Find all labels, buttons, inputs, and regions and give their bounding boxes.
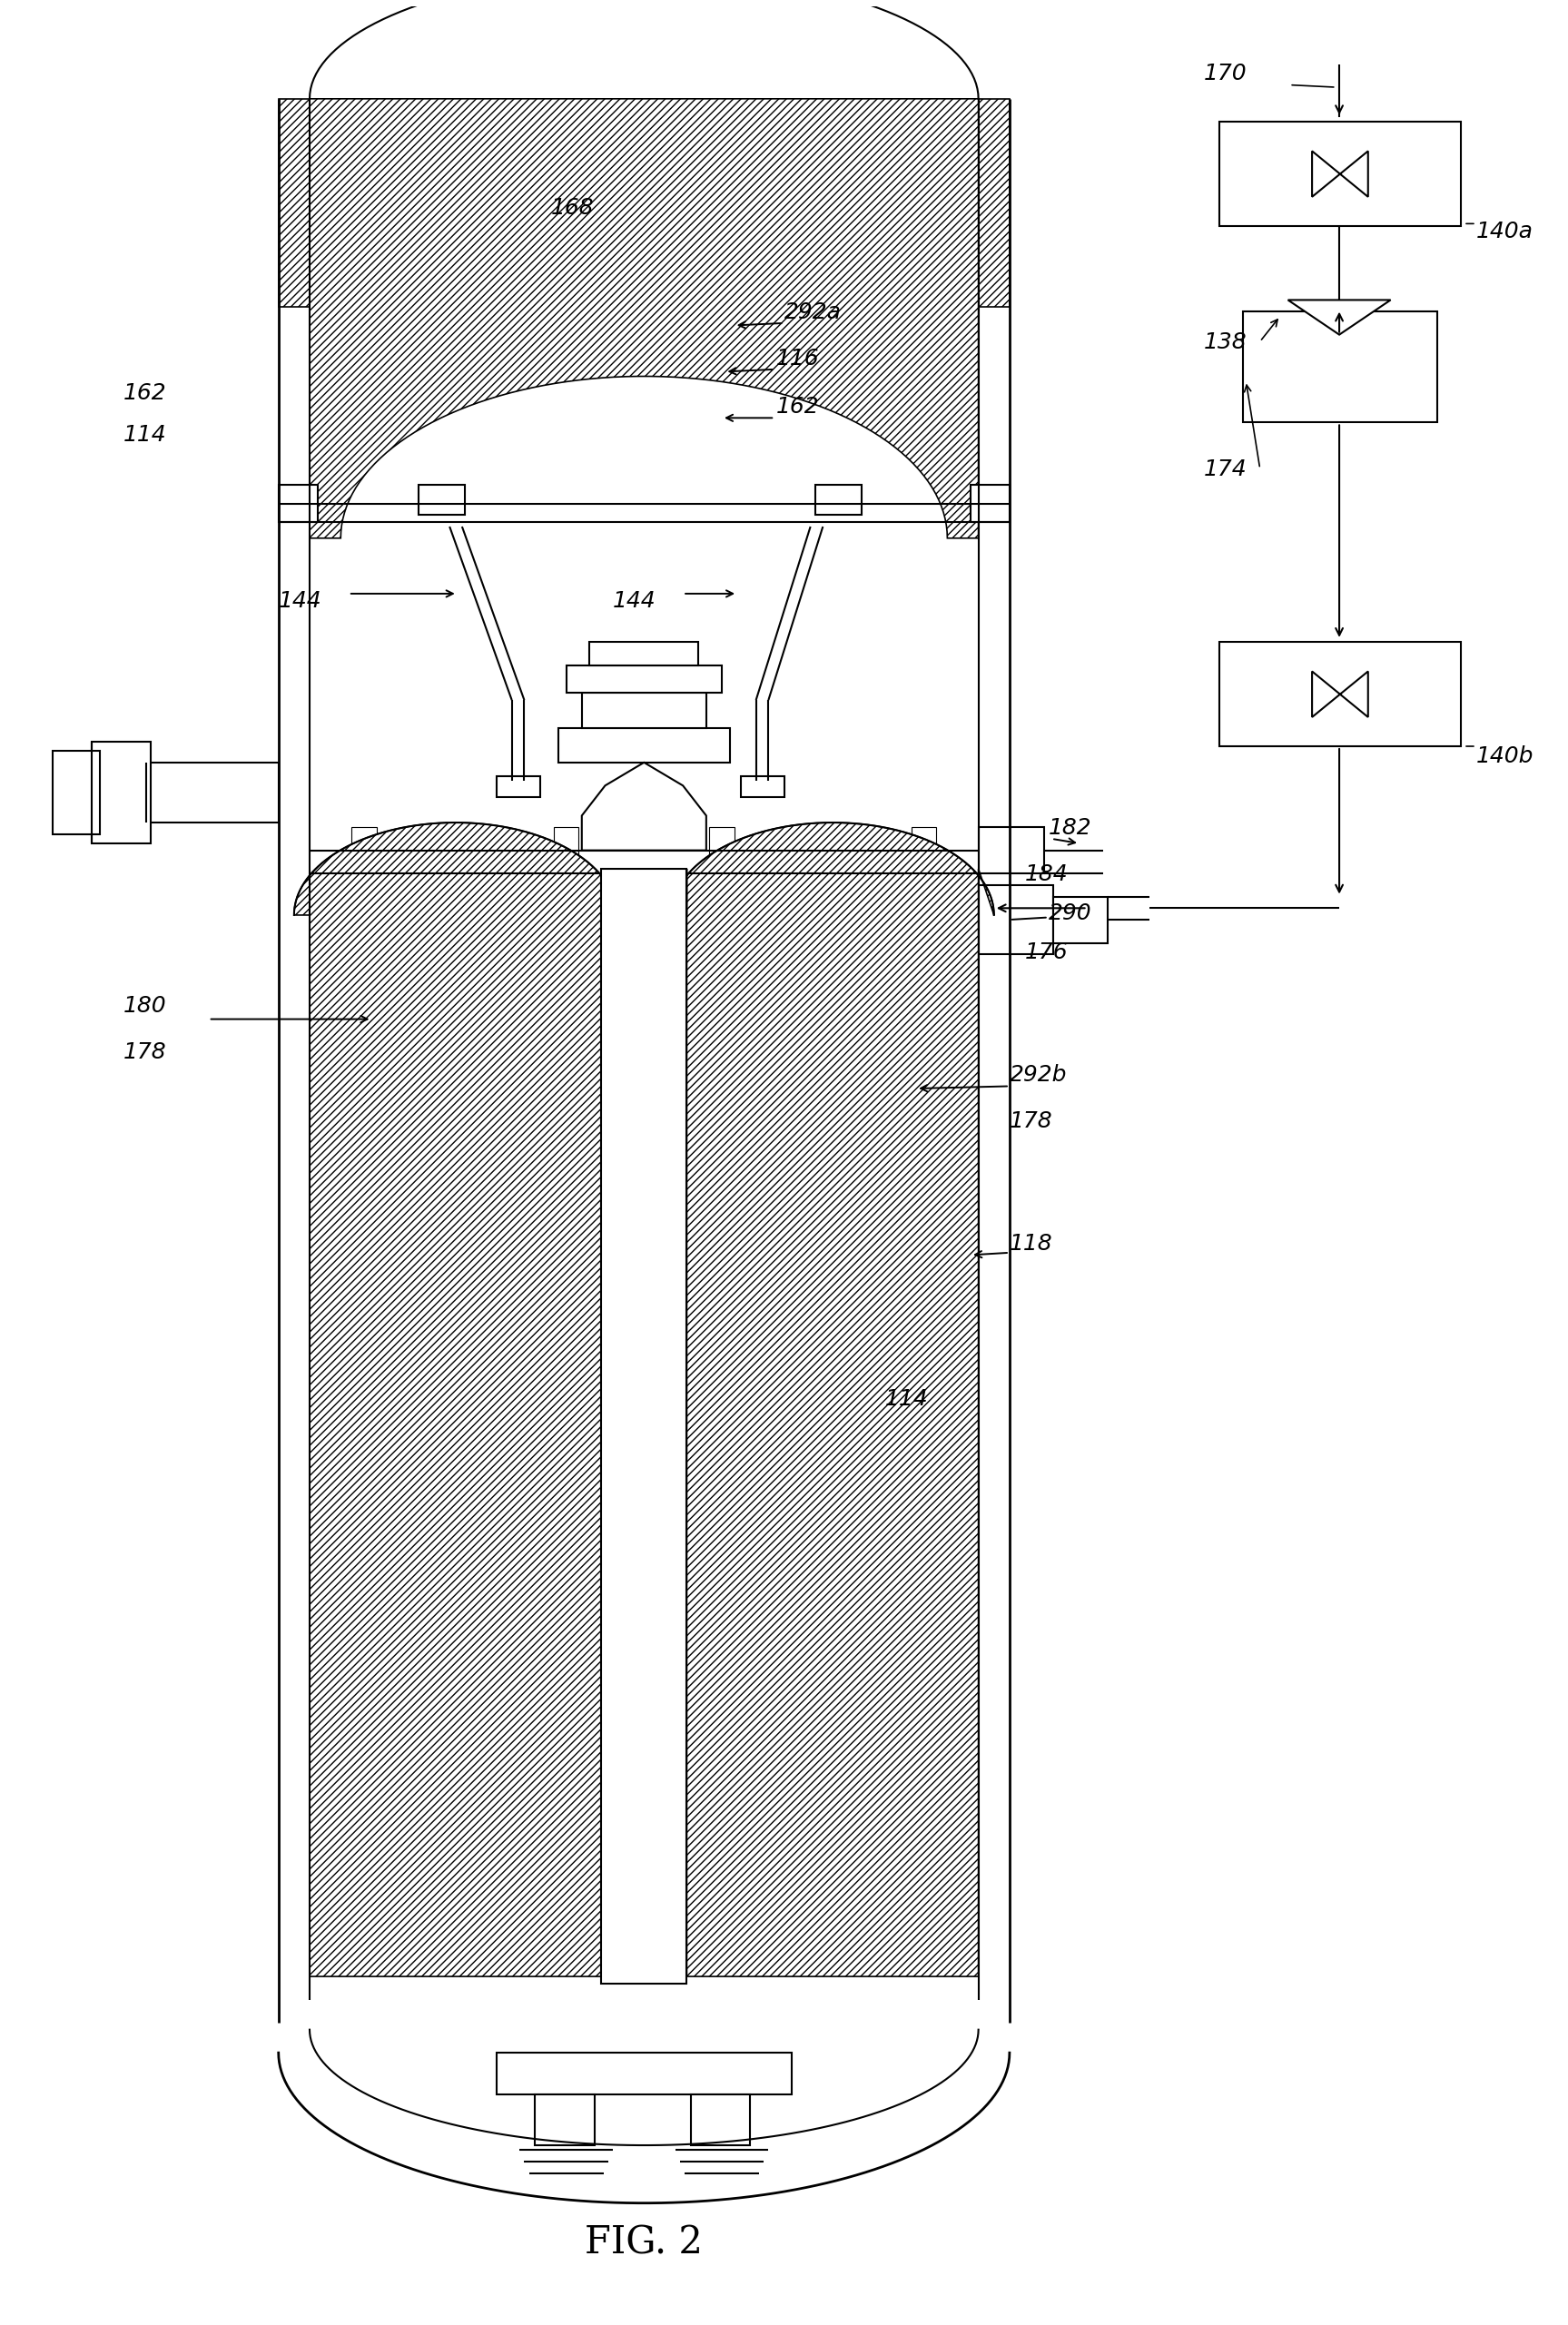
Bar	[971, 486, 1010, 523]
Text: 140a: 140a	[1475, 221, 1534, 242]
Bar	[554, 828, 579, 856]
Polygon shape	[1312, 151, 1367, 198]
Bar	[93, 742, 151, 844]
Bar	[566, 665, 721, 693]
Text: 138: 138	[1204, 330, 1247, 353]
Text: 140b: 140b	[1475, 746, 1534, 767]
Bar	[601, 870, 687, 1983]
Bar	[690, 2095, 750, 2146]
Bar	[858, 828, 881, 856]
Text: 116: 116	[776, 346, 820, 370]
Text: 178: 178	[1010, 1111, 1052, 1132]
Bar	[351, 828, 376, 856]
Text: 114: 114	[122, 423, 166, 446]
Polygon shape	[671, 823, 994, 1976]
Bar	[590, 642, 698, 665]
Text: 170: 170	[1204, 63, 1247, 84]
Text: 178: 178	[122, 1042, 166, 1063]
Bar	[53, 751, 100, 835]
Polygon shape	[1287, 300, 1391, 335]
Bar	[911, 828, 936, 856]
Bar	[558, 728, 729, 763]
Text: 180: 180	[122, 995, 166, 1016]
Text: 144: 144	[279, 591, 321, 611]
Polygon shape	[309, 98, 978, 537]
Bar	[1220, 642, 1461, 746]
Text: 174: 174	[1204, 458, 1247, 481]
Text: 118: 118	[1010, 1232, 1052, 1256]
Bar	[978, 828, 1044, 874]
Bar	[419, 486, 466, 516]
Text: FIG. 2: FIG. 2	[585, 2223, 702, 2262]
Bar	[582, 693, 706, 728]
Bar	[1220, 121, 1461, 226]
Bar	[1054, 897, 1107, 944]
Polygon shape	[279, 98, 309, 307]
Text: 290: 290	[1049, 902, 1091, 925]
Text: 184: 184	[1025, 863, 1068, 886]
Text: 176: 176	[1025, 942, 1068, 963]
Bar	[406, 828, 431, 856]
Bar	[146, 763, 279, 823]
Polygon shape	[978, 98, 1010, 307]
Polygon shape	[582, 763, 706, 851]
Text: 182: 182	[1049, 816, 1091, 839]
Bar	[1243, 312, 1438, 423]
Bar	[740, 777, 784, 797]
Bar	[495, 2053, 792, 2095]
Text: 162: 162	[122, 381, 166, 405]
Text: 292a: 292a	[784, 302, 840, 323]
Polygon shape	[295, 823, 616, 1976]
Text: 168: 168	[550, 198, 594, 219]
Bar	[978, 886, 1054, 953]
Polygon shape	[1312, 672, 1367, 716]
Text: 292b: 292b	[1010, 1065, 1068, 1086]
Bar	[535, 2095, 594, 2146]
Text: 114: 114	[884, 1388, 928, 1409]
Text: 162: 162	[776, 395, 820, 418]
Bar	[495, 777, 539, 797]
Bar	[279, 486, 317, 523]
Bar	[815, 486, 862, 516]
Text: 144: 144	[613, 591, 655, 611]
Bar	[709, 828, 734, 856]
